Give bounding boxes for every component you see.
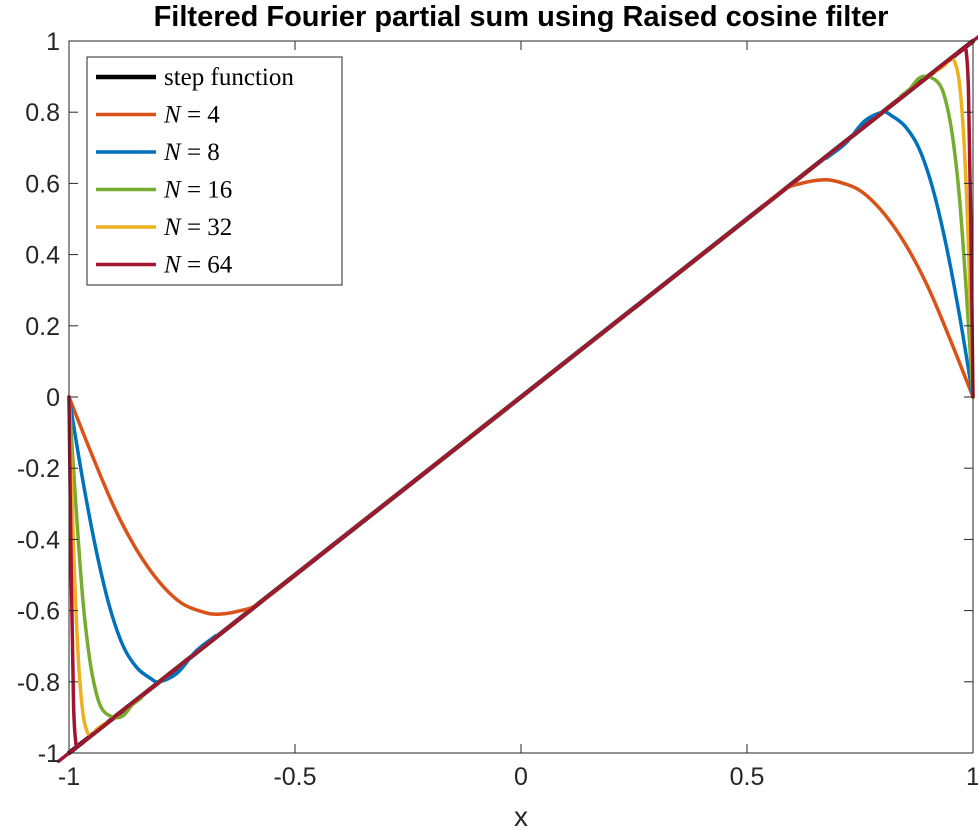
y-tick-label: -1 [38,740,60,768]
series-layer [56,34,978,763]
x-tick-label: -1 [58,763,80,791]
x-tick-label: 1 [966,763,978,791]
x-tick-label: 0 [514,763,528,791]
y-tick-label: -0.2 [17,455,60,483]
y-tick-label: 1 [46,28,60,56]
legend-label: N = 8 [163,139,220,166]
y-tick-label: 0.8 [25,99,60,127]
y-tick-label: 0 [46,384,60,412]
y-tick-label: -0.8 [17,669,60,697]
legend-label: step function [164,64,294,91]
x-tick-label: -0.5 [273,763,316,791]
ticks-layer: -1 -0.5 0 0.5 1 1 0.8 0.6 0.4 0.2 0 -0.2 -0.4 -0.6 -0.… [17,28,978,791]
legend-items: step function N = 4 N = 8 N = 16 N = 32 N = 6… [96,64,294,279]
legend: step function N = 4 N = 8 N = 16 N = 32 N = 6… [86,56,343,286]
legend-label: N = 16 [163,177,232,204]
legend-label: N = 4 [163,102,220,129]
y-tick-label: 0.4 [25,242,60,270]
y-tick-label: 0.2 [25,313,60,341]
chart-title: Filtered Fourier partial sum using Raise… [154,1,889,33]
x-axis-label: x [514,801,528,830]
series-line-n-64 [56,34,978,763]
legend-label: N = 32 [163,214,232,241]
legend-box [86,56,343,286]
legend-label: N = 64 [163,252,233,279]
x-tick-label: 0.5 [730,763,765,791]
y-tick-label: -0.4 [17,526,60,554]
y-tick-label: 0.6 [25,170,60,198]
y-tick-label: -0.6 [17,598,60,626]
